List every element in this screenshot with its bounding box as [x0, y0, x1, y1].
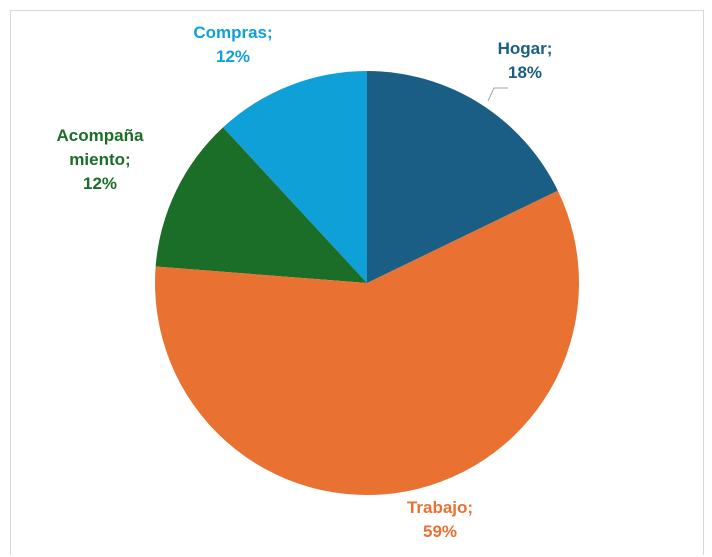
pie-slice	[223, 71, 367, 283]
data-label: Hogar; 18%	[465, 37, 585, 85]
data-label: Compras; 12%	[173, 21, 293, 69]
value-label: 59%	[422, 522, 458, 541]
category-label: Acompañamiento;	[56, 126, 144, 169]
pie-slice	[155, 127, 367, 283]
category-label: Compras;	[193, 23, 273, 42]
category-label: Hogar;	[497, 39, 553, 58]
leader-line	[487, 87, 508, 102]
value-label: 12%	[82, 174, 118, 193]
data-label: Acompañamiento; 12%	[55, 124, 145, 196]
data-label: Trabajo; 59%	[380, 496, 500, 544]
value-label: 12%	[215, 47, 251, 66]
category-label: Trabajo;	[406, 498, 474, 517]
chart-frame	[10, 10, 704, 555]
pie-slice	[155, 190, 579, 495]
pie-slice	[367, 71, 558, 283]
value-label: 18%	[507, 63, 543, 82]
